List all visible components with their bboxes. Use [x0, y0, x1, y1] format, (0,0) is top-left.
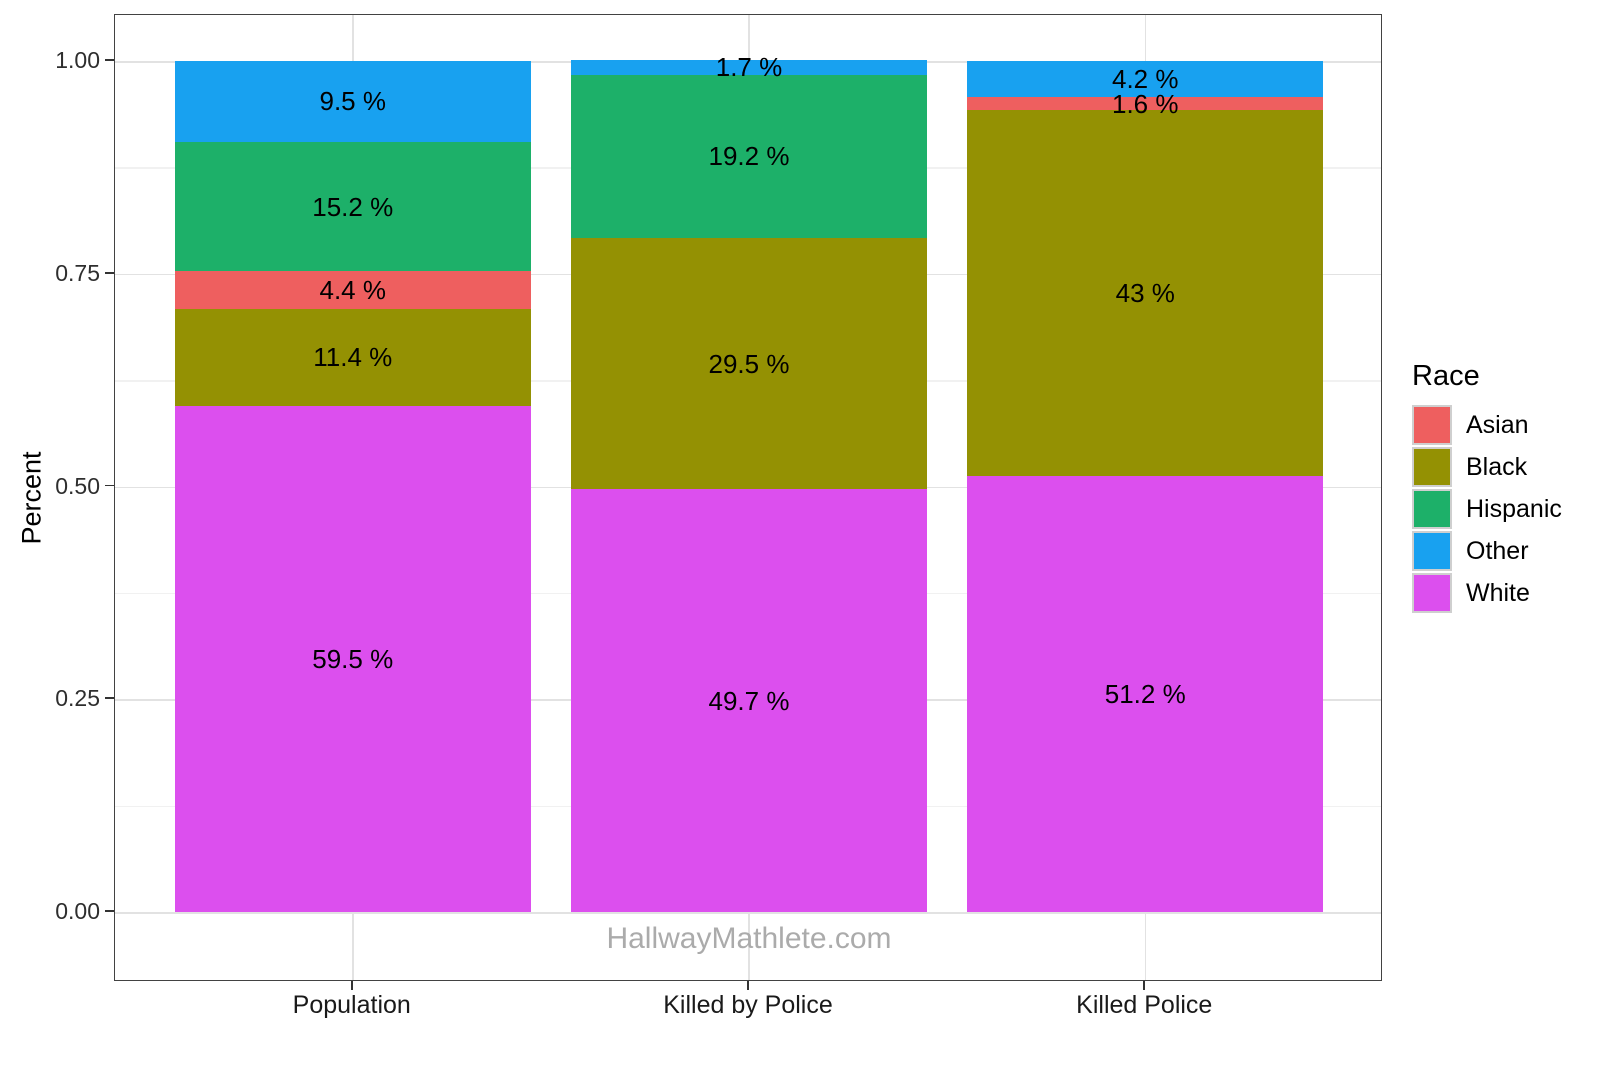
bar-segment-other — [174, 61, 531, 142]
y-tick-label: 1.00 — [55, 47, 100, 73]
segment-label-white: 49.7 % — [708, 685, 790, 716]
legend-key-swatch-other — [1412, 531, 1452, 571]
bar-segment-black — [571, 238, 927, 490]
legend-entry-white: White — [1412, 573, 1562, 613]
legend-key-swatch-asian — [1412, 405, 1452, 445]
x-tick-mark — [350, 981, 353, 990]
legend-key-swatch-black — [1412, 447, 1452, 487]
segment-label-white: 59.5 % — [312, 643, 394, 674]
x-tick-label-population: Population — [292, 991, 411, 1019]
y-tick-mark — [105, 484, 114, 487]
legend-key-swatch-white — [1412, 573, 1452, 613]
bar-segment-other — [967, 61, 1324, 97]
bar-segment-asian — [174, 271, 531, 309]
legend-entry-label: Asian — [1466, 410, 1529, 439]
y-tick-mark — [105, 910, 114, 912]
stacked-bar-population: 59.5 % 11.4 % 4.4 % 15.2 % 9.5 % — [174, 15, 531, 982]
legend-entry-label: Other — [1466, 536, 1529, 565]
segment-label-other: 9.5 % — [319, 86, 387, 117]
watermark-text: HallwayMathlete.com — [606, 922, 892, 955]
segment-label-other: 1.7 % — [715, 52, 783, 83]
bar-segment-white — [967, 476, 1324, 912]
bar-segment-asian — [967, 96, 1324, 111]
segment-label-hispanic: 15.2 % — [312, 191, 394, 222]
bar-segment-other — [571, 60, 927, 75]
stacked-bar-killed-by-police: 49.7 % 29.5 % 19.2 % 1.7 % — [571, 15, 927, 982]
legend-entry-black: Black — [1412, 447, 1562, 487]
x-tick-label-killed-by-police: Killed by Police — [663, 991, 833, 1019]
x-tick-label-killed-police: Killed Police — [1076, 991, 1213, 1019]
x-tick-mark — [1143, 981, 1146, 990]
stacked-bar-killed-police: 51.2 % 43 % 1.6 % 4.2 % — [967, 15, 1324, 982]
segment-label-hispanic: 19.2 % — [708, 141, 790, 172]
bar-segment-white — [174, 405, 531, 912]
segment-label-asian: 1.6 % — [1112, 88, 1179, 119]
segment-label-black: 43 % — [1115, 278, 1175, 309]
x-tick-mark — [747, 981, 749, 990]
segment-label-white: 51.2 % — [1104, 679, 1186, 710]
legend-entries: Asian Black Hispanic Other White — [1412, 405, 1562, 613]
legend-entry-other: Other — [1412, 531, 1562, 571]
segment-label-black: 29.5 % — [708, 348, 790, 379]
plot-panel: 59.5 % 11.4 % 4.4 % 15.2 % 9.5 % 49.7 % 29.5 %… — [114, 14, 1382, 981]
y-tick-label: 0.25 — [55, 685, 100, 712]
y-major-gridline — [115, 912, 1381, 914]
y-axis-title: Percent — [16, 450, 47, 545]
bar-segment-black — [174, 308, 531, 406]
y-tick-label: 0.50 — [55, 472, 100, 499]
legend-entry-label: Hispanic — [1466, 494, 1562, 523]
bar-segment-hispanic — [571, 74, 927, 238]
bar-segment-black — [967, 110, 1324, 477]
segment-label-other: 4.2 % — [1112, 63, 1179, 94]
bar-segment-white — [571, 489, 927, 912]
bar-segment-hispanic — [174, 141, 531, 272]
y-tick-mark — [105, 59, 114, 61]
y-tick-mark — [105, 697, 114, 700]
legend-key-swatch-hispanic — [1412, 489, 1452, 529]
y-tick-label: 0.00 — [55, 898, 100, 924]
legend-entry-hispanic: Hispanic — [1412, 489, 1562, 529]
legend: Race Asian Black Hispanic Other White — [1412, 360, 1562, 615]
y-tick-label: 0.75 — [55, 259, 100, 286]
legend-title: Race — [1412, 360, 1480, 392]
y-tick-mark — [105, 271, 114, 274]
legend-entry-label: Black — [1466, 452, 1528, 481]
segment-label-black: 11.4 % — [313, 342, 393, 373]
legend-entry-asian: Asian — [1412, 405, 1562, 445]
legend-entry-label: White — [1466, 578, 1530, 607]
segment-label-asian: 4.4 % — [319, 274, 387, 305]
